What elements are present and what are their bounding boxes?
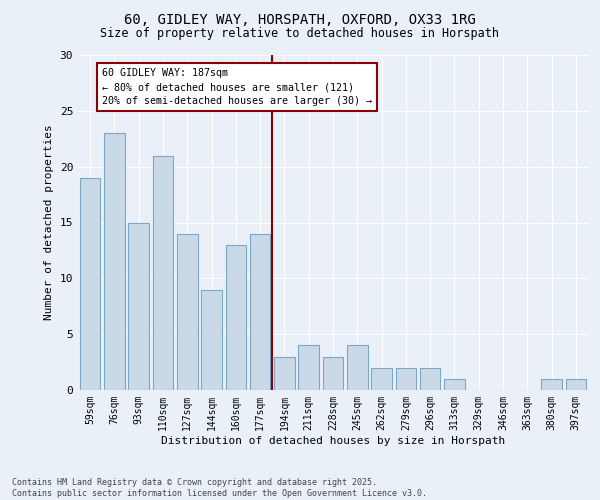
Bar	[395, 368, 416, 390]
Bar	[274, 356, 295, 390]
Bar	[566, 379, 586, 390]
Text: Contains HM Land Registry data © Crown copyright and database right 2025.
Contai: Contains HM Land Registry data © Crown c…	[12, 478, 427, 498]
Bar	[323, 356, 343, 390]
Bar	[104, 133, 125, 390]
Bar	[128, 222, 149, 390]
Text: 60, GIDLEY WAY, HORSPATH, OXFORD, OX33 1RG: 60, GIDLEY WAY, HORSPATH, OXFORD, OX33 1…	[124, 12, 476, 26]
Bar	[347, 346, 368, 390]
Bar	[541, 379, 562, 390]
Bar	[80, 178, 100, 390]
Bar	[298, 346, 319, 390]
Bar	[177, 234, 197, 390]
Bar	[420, 368, 440, 390]
Text: Size of property relative to detached houses in Horspath: Size of property relative to detached ho…	[101, 28, 499, 40]
Bar	[371, 368, 392, 390]
Y-axis label: Number of detached properties: Number of detached properties	[44, 124, 54, 320]
Bar	[444, 379, 465, 390]
Bar	[250, 234, 271, 390]
Text: 60 GIDLEY WAY: 187sqm
← 80% of detached houses are smaller (121)
20% of semi-det: 60 GIDLEY WAY: 187sqm ← 80% of detached …	[102, 68, 372, 106]
Bar	[152, 156, 173, 390]
X-axis label: Distribution of detached houses by size in Horspath: Distribution of detached houses by size …	[161, 436, 505, 446]
Bar	[201, 290, 222, 390]
Bar	[226, 245, 246, 390]
